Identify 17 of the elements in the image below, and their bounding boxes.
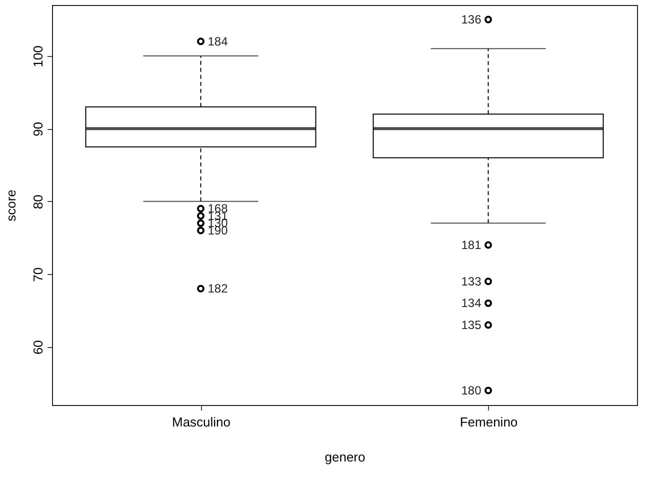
annotation: 134: [461, 296, 482, 310]
x-tick-label: Femenino: [460, 414, 518, 430]
y-tick-label: 60: [30, 340, 46, 355]
annotation: 133: [461, 274, 482, 288]
y-tick-label: 80: [30, 194, 46, 210]
y-tick-label: 90: [30, 122, 46, 136]
annotation: 136: [461, 12, 482, 27]
annotation: 184: [208, 34, 228, 48]
annotation: 181: [461, 238, 482, 252]
y-tick-label: 70: [30, 267, 46, 282]
annotation: 180: [461, 383, 482, 398]
annotation: 135: [461, 318, 482, 332]
x-axis-title: genero: [324, 450, 366, 464]
y-tick-label: 100: [30, 46, 46, 68]
y-axis-title: score: [4, 190, 18, 222]
x-tick-label: Masculino: [172, 414, 231, 430]
annotation: 182: [208, 282, 228, 296]
